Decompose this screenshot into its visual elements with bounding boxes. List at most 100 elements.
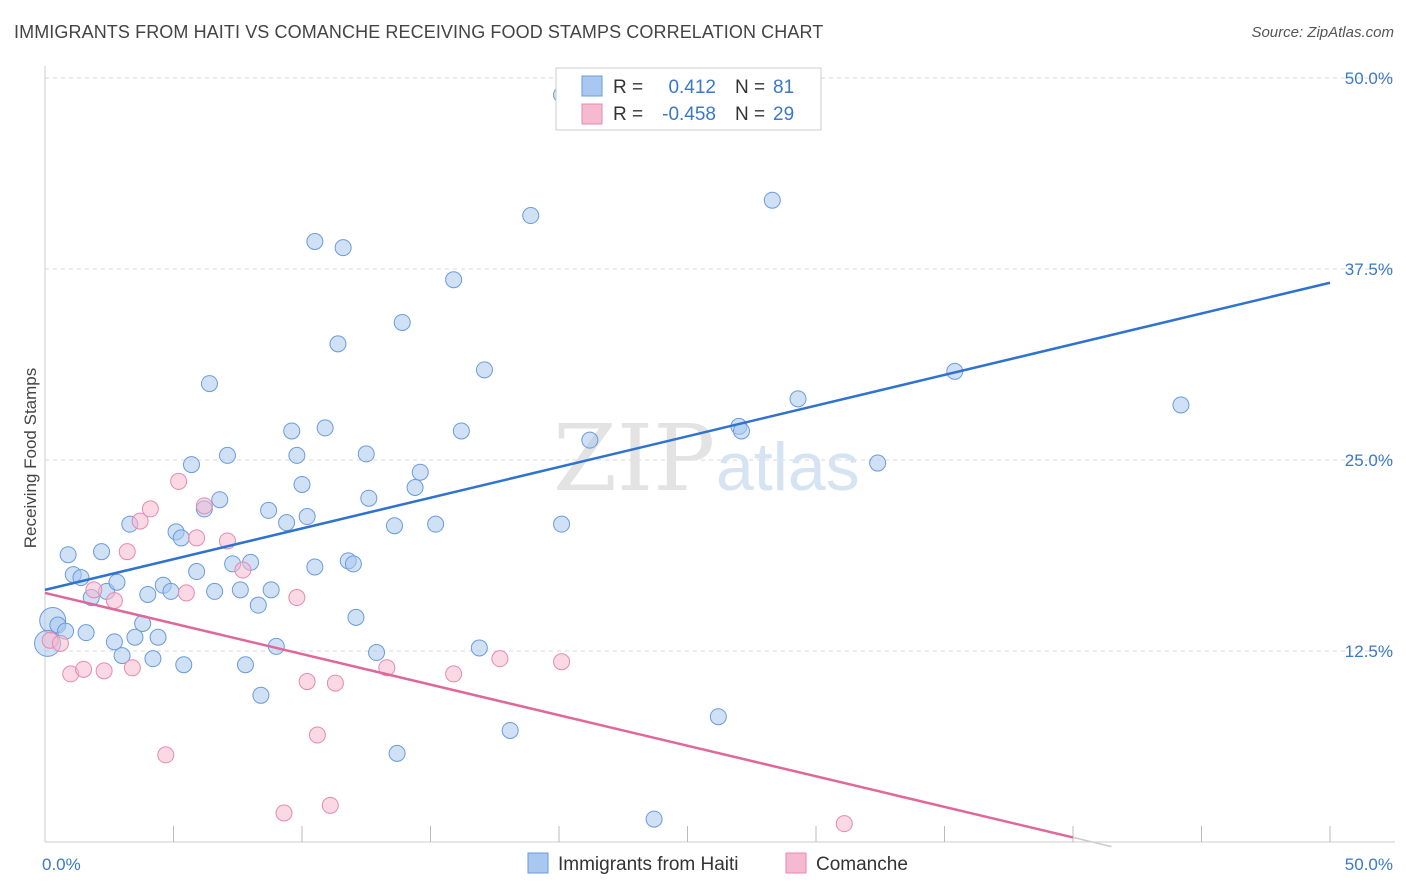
haiti-point-29 [211, 491, 229, 509]
legend-swatch-blue [581, 75, 603, 97]
bottom-legend-swatch-pink [785, 852, 807, 874]
haiti-point-22 [172, 529, 190, 547]
haiti-point-75 [763, 191, 781, 209]
comanche-point-1 [51, 634, 69, 652]
comanche-point-26 [491, 650, 509, 668]
y-axis-label: Receiving Food Stamps [21, 368, 40, 548]
trend-line-haiti [44, 281, 1331, 592]
haiti-point-41 [283, 422, 301, 440]
haiti-point-67 [522, 207, 540, 225]
series-legend: Immigrants from Haiti Comanche [527, 852, 908, 875]
comanche-point-28 [835, 815, 853, 833]
haiti-point-8 [93, 543, 111, 561]
haiti-point-49 [334, 239, 352, 257]
trend-line-comanche [44, 591, 1074, 839]
axes [44, 66, 1395, 843]
haiti-point-58 [393, 313, 411, 331]
watermark-atlas: atlas [716, 429, 860, 505]
legend-n-value-blue: 81 [773, 77, 794, 98]
comanche-point-21 [308, 726, 326, 744]
haiti-point-63 [452, 422, 470, 440]
bottom-legend-label-pink: Comanche [816, 854, 908, 875]
haiti-point-72 [709, 708, 727, 726]
haiti-point-53 [357, 445, 375, 463]
haiti-point-14 [126, 628, 144, 646]
haiti-point-77 [869, 454, 887, 472]
x-tick-label-0: 0.0% [42, 855, 81, 874]
haiti-point-47 [316, 419, 334, 437]
haiti-point-33 [236, 656, 254, 674]
haiti-point-61 [427, 515, 445, 533]
haiti-point-11 [108, 573, 126, 591]
y-tick-label-1: 25.0% [1345, 451, 1393, 470]
comanche-point-22 [321, 796, 339, 814]
haiti-point-64 [470, 639, 488, 657]
watermark: ZIP atlas [553, 405, 860, 512]
legend-r-label-pink: R = [613, 104, 643, 125]
watermark-zip: ZIP [553, 405, 715, 512]
comanche-point-8 [123, 659, 141, 677]
comanche-point-7 [118, 543, 136, 561]
haiti-point-56 [386, 517, 404, 535]
comanche-point-6 [105, 592, 123, 610]
haiti-point-16 [139, 585, 157, 603]
comanche-point-23 [326, 674, 344, 692]
haiti-point-55 [368, 644, 386, 662]
bottom-legend-swatch-blue [527, 852, 549, 874]
comanche-point-20 [298, 673, 316, 691]
haiti-point-28 [206, 582, 224, 600]
comanche-point-17 [234, 561, 252, 579]
haiti-point-36 [252, 686, 270, 704]
y-tick-label-3: 50.0% [1345, 69, 1393, 88]
legend-n-value-pink: 29 [773, 104, 794, 125]
comanche-point-10 [141, 500, 159, 518]
haiti-point-24 [182, 456, 200, 474]
comanche-point-4 [85, 581, 103, 599]
comanche-point-13 [177, 584, 195, 602]
haiti-point-57 [388, 744, 406, 762]
bottom-legend-label-blue: Immigrants from Haiti [558, 854, 739, 875]
haiti-point-70 [581, 431, 599, 449]
comanche-point-19 [288, 589, 306, 607]
trend-lines [44, 281, 1331, 848]
comanche-point-9 [131, 512, 149, 530]
haiti-point-10 [105, 633, 123, 651]
legend-r-label-blue: R = [613, 77, 643, 98]
haiti-point-43 [293, 475, 311, 493]
haiti-point-6 [77, 624, 95, 642]
haiti-point-54 [360, 489, 378, 507]
haiti-point-27 [200, 375, 218, 393]
haiti-point-65 [475, 361, 493, 379]
comanche-point-3 [75, 660, 93, 678]
series-comanche [41, 472, 853, 833]
haiti-point-12 [113, 647, 131, 665]
comanche-point-12 [170, 472, 188, 490]
comanche-point-15 [195, 497, 213, 515]
haiti-point-44 [298, 508, 316, 526]
haiti-point-38 [262, 581, 280, 599]
comanche-point-5 [95, 662, 113, 680]
haiti-point-51 [344, 555, 362, 573]
haiti-point-37 [260, 501, 278, 519]
haiti-point-25 [188, 563, 206, 581]
trend-line-comanche-extension [1072, 836, 1112, 848]
x-tick-labels: 0.0% 50.0% [42, 855, 1393, 874]
haiti-point-48 [329, 335, 347, 353]
comanche-point-14 [188, 529, 206, 547]
legend-r-value-pink: -0.458 [662, 104, 716, 125]
x-tick-label-1: 50.0% [1345, 855, 1393, 874]
haiti-point-46 [306, 232, 324, 250]
haiti-point-52 [347, 608, 365, 626]
haiti-point-35 [249, 596, 267, 614]
haiti-point-42 [288, 446, 306, 464]
legend-n-label-pink: N = [735, 104, 765, 125]
haiti-point-79 [1172, 396, 1190, 414]
source-credit: Source: ZipAtlas.com [1251, 24, 1394, 41]
comanche-point-11 [157, 746, 175, 764]
haiti-point-17 [144, 650, 162, 668]
comanche-point-27 [553, 653, 571, 671]
haiti-point-40 [278, 514, 296, 532]
y-tick-labels: 12.5% 25.0% 37.5% 50.0% [1345, 69, 1393, 661]
haiti-point-71 [645, 810, 663, 828]
haiti-point-30 [218, 446, 236, 464]
